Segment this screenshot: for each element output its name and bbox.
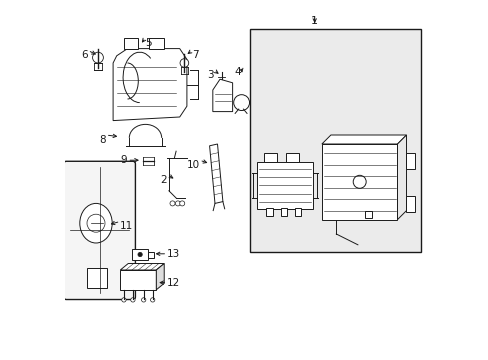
Circle shape: [138, 252, 142, 257]
Text: 3: 3: [207, 70, 213, 80]
FancyBboxPatch shape: [280, 208, 286, 216]
Ellipse shape: [80, 203, 112, 243]
FancyBboxPatch shape: [63, 161, 135, 300]
FancyBboxPatch shape: [406, 196, 415, 212]
FancyBboxPatch shape: [285, 153, 298, 162]
FancyBboxPatch shape: [249, 29, 420, 252]
Text: 1: 1: [310, 16, 318, 26]
Circle shape: [179, 201, 184, 206]
Circle shape: [130, 298, 135, 302]
FancyBboxPatch shape: [265, 208, 272, 216]
FancyBboxPatch shape: [365, 211, 371, 218]
FancyBboxPatch shape: [257, 162, 312, 209]
Circle shape: [141, 298, 145, 302]
FancyBboxPatch shape: [321, 144, 397, 220]
Circle shape: [175, 201, 180, 206]
FancyBboxPatch shape: [123, 38, 138, 49]
Text: 13: 13: [167, 249, 180, 259]
Text: 12: 12: [167, 278, 180, 288]
Polygon shape: [120, 264, 164, 270]
Polygon shape: [397, 135, 406, 220]
Circle shape: [87, 214, 105, 232]
Polygon shape: [321, 135, 406, 144]
FancyBboxPatch shape: [87, 268, 106, 288]
Text: 9: 9: [121, 155, 127, 165]
Circle shape: [352, 175, 366, 188]
FancyBboxPatch shape: [132, 249, 148, 260]
FancyBboxPatch shape: [149, 38, 163, 49]
Circle shape: [170, 201, 175, 206]
Polygon shape: [113, 49, 186, 121]
Text: 6: 6: [81, 50, 88, 60]
Polygon shape: [212, 79, 232, 112]
Polygon shape: [209, 144, 223, 203]
Circle shape: [122, 298, 126, 302]
Text: 5: 5: [145, 38, 152, 48]
FancyBboxPatch shape: [406, 153, 415, 169]
Circle shape: [92, 52, 103, 63]
Text: 8: 8: [99, 135, 106, 145]
Text: 4: 4: [234, 67, 241, 77]
Circle shape: [233, 95, 249, 111]
FancyBboxPatch shape: [148, 252, 153, 258]
FancyBboxPatch shape: [120, 270, 156, 290]
Text: 2: 2: [160, 175, 167, 185]
Polygon shape: [156, 264, 164, 290]
Text: 7: 7: [192, 50, 199, 60]
Circle shape: [150, 298, 155, 302]
Text: 11: 11: [120, 221, 133, 231]
FancyBboxPatch shape: [294, 208, 301, 216]
Text: 10: 10: [186, 160, 199, 170]
Circle shape: [180, 59, 188, 67]
FancyBboxPatch shape: [264, 153, 276, 162]
